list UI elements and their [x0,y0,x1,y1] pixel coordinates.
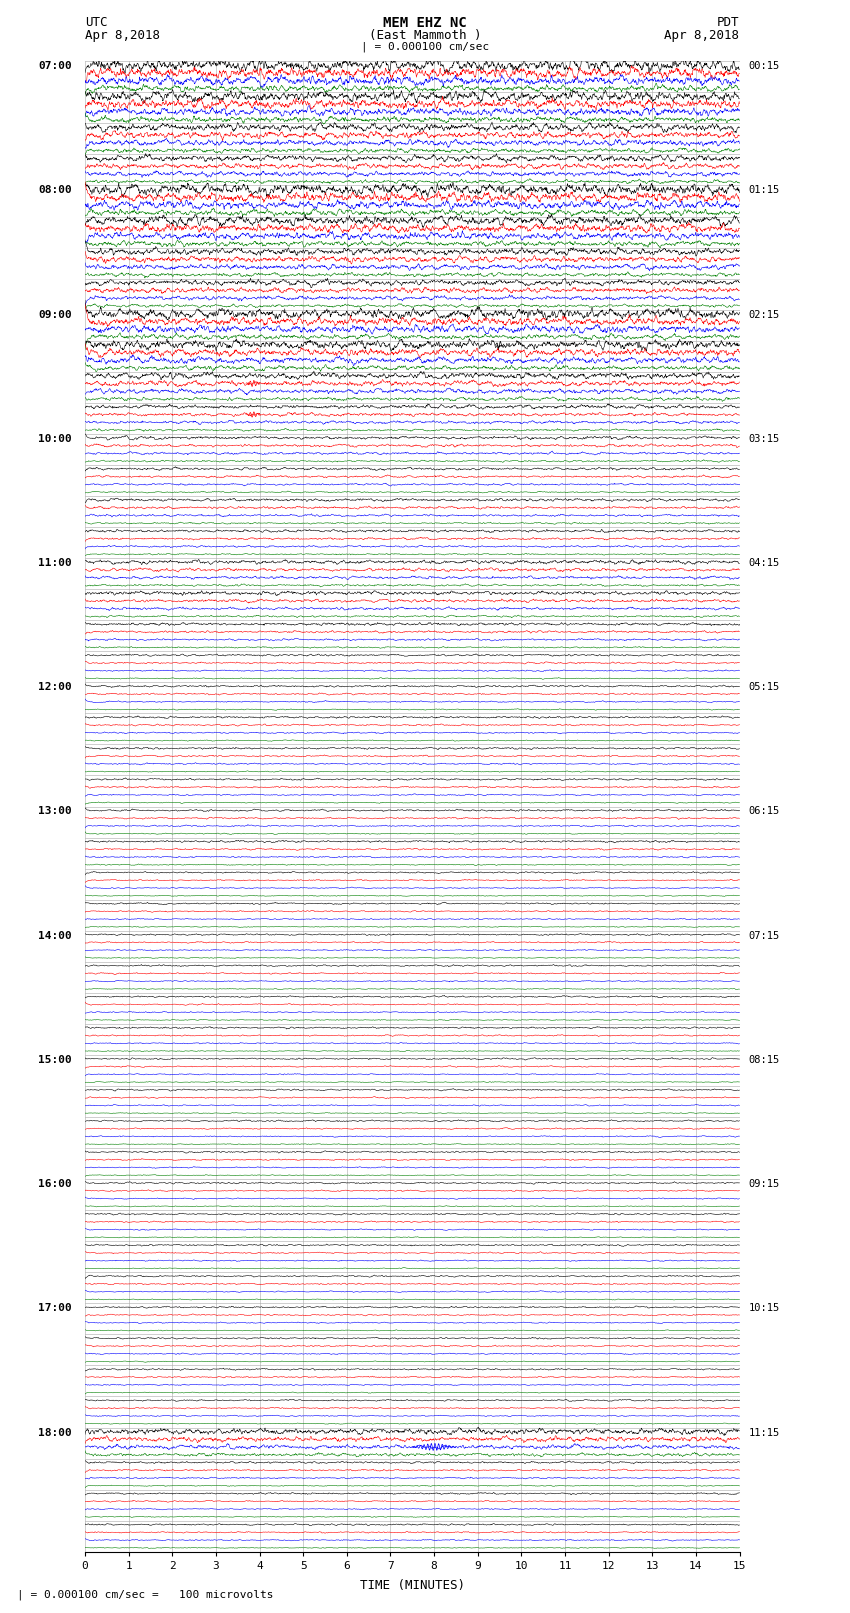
Text: 18:00: 18:00 [38,1428,72,1437]
Text: 06:15: 06:15 [748,806,779,816]
Text: 12:00: 12:00 [38,682,72,692]
Text: 02:15: 02:15 [748,310,779,319]
Text: 11:00: 11:00 [38,558,72,568]
X-axis label: TIME (MINUTES): TIME (MINUTES) [360,1579,465,1592]
Text: 01:15: 01:15 [748,185,779,195]
Text: 10:15: 10:15 [748,1303,779,1313]
Text: 17:00: 17:00 [38,1303,72,1313]
Text: 08:15: 08:15 [748,1055,779,1065]
Text: 15:00: 15:00 [38,1055,72,1065]
Text: 13:00: 13:00 [38,806,72,816]
Text: 07:00: 07:00 [38,61,72,71]
Text: MEM EHZ NC: MEM EHZ NC [383,16,467,31]
Text: 11:15: 11:15 [748,1428,779,1437]
Text: | = 0.000100 cm/sec =   100 microvolts: | = 0.000100 cm/sec = 100 microvolts [17,1589,274,1600]
Text: (East Mammoth ): (East Mammoth ) [369,29,481,42]
Text: PDT: PDT [717,16,740,29]
Text: 09:00: 09:00 [38,310,72,319]
Text: 03:15: 03:15 [748,434,779,444]
Text: 05:15: 05:15 [748,682,779,692]
Text: UTC: UTC [85,16,107,29]
Text: 08:00: 08:00 [38,185,72,195]
Text: 04:15: 04:15 [748,558,779,568]
Text: 07:15: 07:15 [748,931,779,940]
Text: 10:00: 10:00 [38,434,72,444]
Text: 16:00: 16:00 [38,1179,72,1189]
Text: 14:00: 14:00 [38,931,72,940]
Text: 00:15: 00:15 [748,61,779,71]
Text: | = 0.000100 cm/sec: | = 0.000100 cm/sec [361,42,489,53]
Text: Apr 8,2018: Apr 8,2018 [85,29,160,42]
Text: Apr 8,2018: Apr 8,2018 [665,29,740,42]
Text: 09:15: 09:15 [748,1179,779,1189]
